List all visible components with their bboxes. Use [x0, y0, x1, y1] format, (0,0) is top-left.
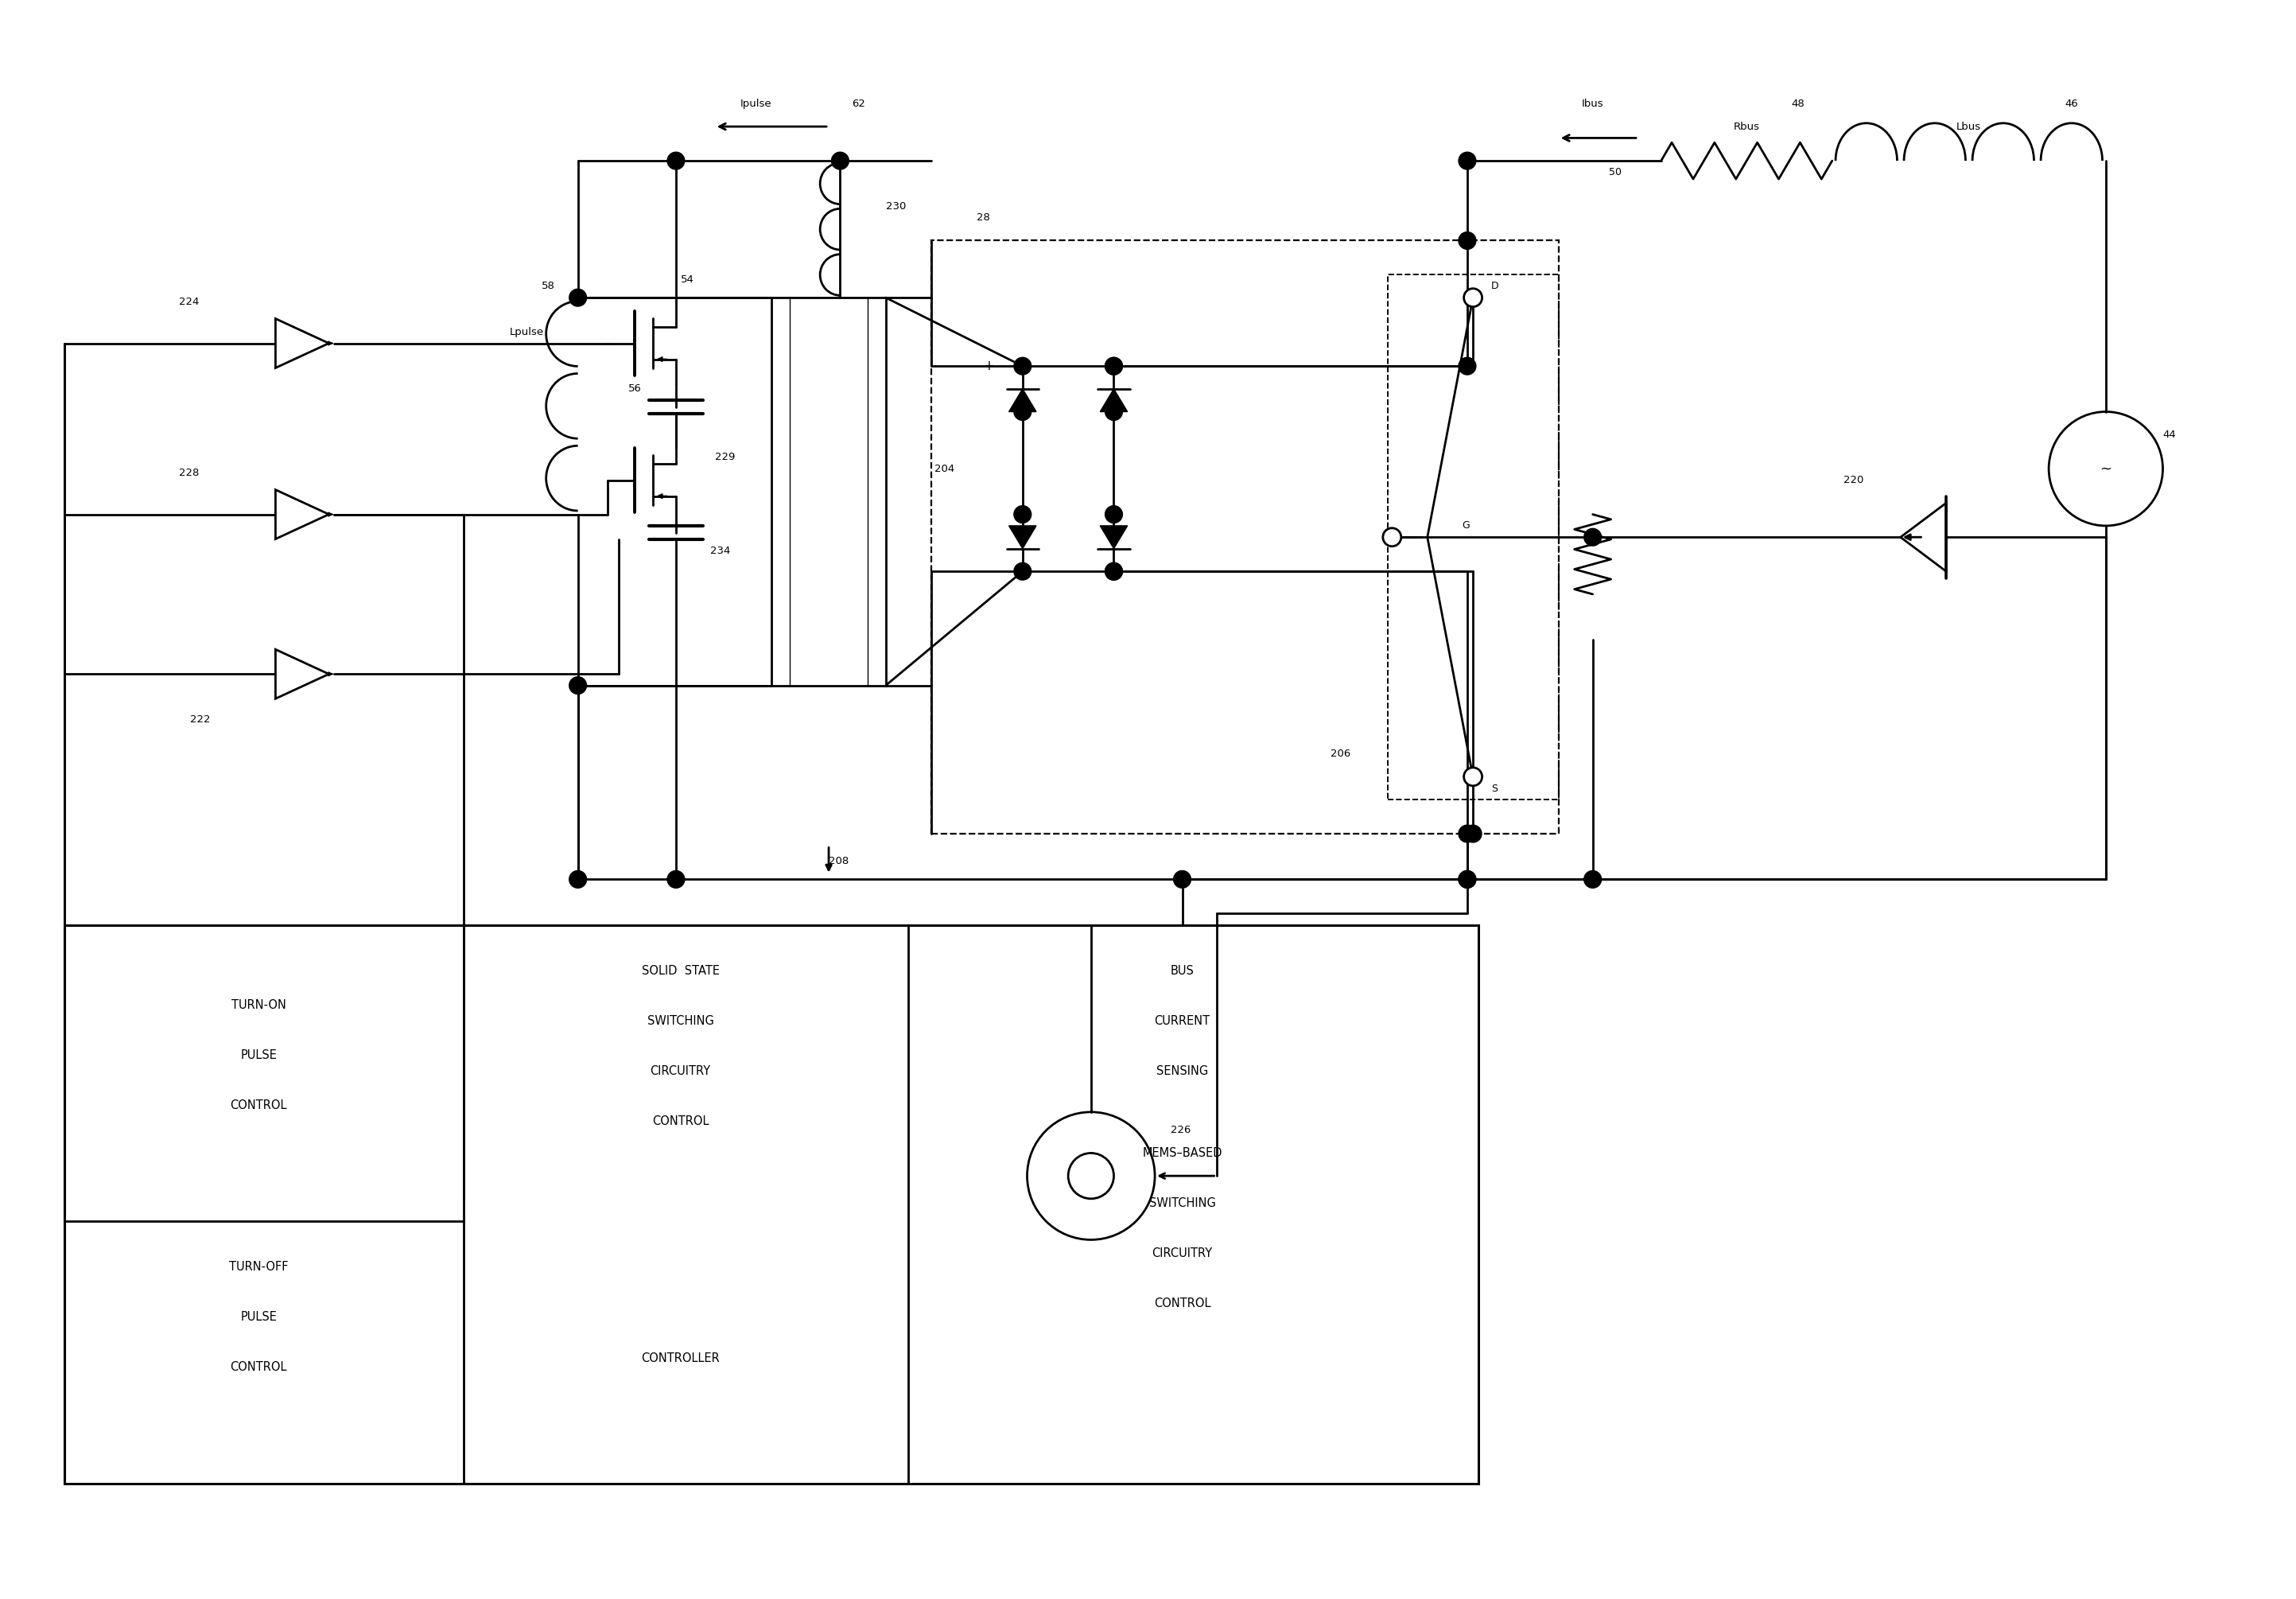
Text: 220: 220	[1844, 475, 1864, 486]
Circle shape	[1458, 825, 1476, 843]
Circle shape	[1173, 871, 1192, 887]
Text: CIRCUITRY: CIRCUITRY	[1153, 1247, 1212, 1260]
Circle shape	[1584, 871, 1600, 887]
Circle shape	[668, 152, 684, 169]
Circle shape	[1458, 152, 1476, 169]
Text: Rbus: Rbus	[1733, 122, 1759, 131]
Text: Lbus: Lbus	[1956, 122, 1981, 131]
Polygon shape	[1008, 526, 1035, 548]
Text: PULSE: PULSE	[241, 1311, 278, 1324]
Text: BUS: BUS	[1171, 964, 1194, 977]
Text: ~: ~	[2101, 462, 2112, 477]
Text: G: G	[1463, 520, 1469, 531]
Text: 50: 50	[1609, 166, 1621, 177]
Text: D: D	[1490, 280, 1499, 291]
Text: PULSE: PULSE	[241, 1049, 278, 1062]
Text: TURN-ON: TURN-ON	[232, 999, 287, 1011]
Text: 56: 56	[629, 384, 643, 393]
Circle shape	[1104, 403, 1123, 421]
Text: 204: 204	[934, 464, 955, 473]
Circle shape	[1104, 358, 1123, 374]
Circle shape	[1458, 871, 1476, 887]
Text: 46: 46	[2064, 99, 2078, 109]
Circle shape	[1015, 563, 1031, 580]
Text: 206: 206	[1329, 748, 1350, 760]
Text: CONTROL: CONTROL	[230, 1099, 287, 1111]
Text: 44: 44	[2163, 430, 2177, 440]
Circle shape	[1458, 871, 1476, 887]
Text: 48: 48	[1791, 99, 1805, 109]
Text: CONTROL: CONTROL	[652, 1115, 709, 1127]
Circle shape	[1104, 505, 1123, 523]
Circle shape	[1015, 505, 1031, 523]
Text: SOLID  STATE: SOLID STATE	[641, 964, 719, 977]
Text: +: +	[983, 358, 994, 373]
Circle shape	[1382, 528, 1401, 547]
Text: TURN-OFF: TURN-OFF	[230, 1262, 289, 1273]
Circle shape	[668, 871, 684, 887]
Circle shape	[1458, 358, 1476, 374]
Text: CONTROL: CONTROL	[1155, 1298, 1210, 1310]
Text: 62: 62	[852, 99, 866, 109]
Text: 208: 208	[829, 855, 850, 867]
Circle shape	[1465, 768, 1483, 785]
Text: MEMS–BASED: MEMS–BASED	[1141, 1146, 1221, 1159]
Text: Lpulse: Lpulse	[510, 326, 544, 337]
Text: 222: 222	[191, 715, 211, 724]
Polygon shape	[1100, 526, 1127, 548]
Circle shape	[569, 676, 585, 694]
Circle shape	[1015, 403, 1031, 421]
Text: Ibus: Ibus	[1582, 99, 1603, 109]
Circle shape	[1015, 358, 1031, 374]
Text: 228: 228	[179, 469, 200, 478]
Text: S: S	[1490, 784, 1497, 793]
Text: Ipulse: Ipulse	[739, 99, 771, 109]
Polygon shape	[1008, 389, 1035, 411]
Circle shape	[1465, 825, 1481, 843]
Circle shape	[1104, 563, 1123, 580]
Text: CIRCUITRY: CIRCUITRY	[650, 1065, 712, 1076]
Text: SWITCHING: SWITCHING	[647, 1015, 714, 1027]
Text: 58: 58	[542, 281, 556, 291]
Text: CONTROLLER: CONTROLLER	[641, 1353, 719, 1364]
Text: 54: 54	[680, 275, 693, 285]
Circle shape	[831, 152, 850, 169]
Text: 234: 234	[709, 545, 730, 556]
Text: SENSING: SENSING	[1157, 1065, 1208, 1076]
Text: 226: 226	[1171, 1126, 1192, 1135]
Circle shape	[569, 871, 585, 887]
Circle shape	[1104, 358, 1123, 374]
Circle shape	[1584, 529, 1600, 545]
Text: 229: 229	[714, 453, 735, 462]
Circle shape	[1104, 563, 1123, 580]
Circle shape	[1465, 288, 1483, 307]
Circle shape	[569, 289, 585, 307]
Text: 230: 230	[886, 201, 907, 211]
Text: CURRENT: CURRENT	[1155, 1015, 1210, 1027]
Circle shape	[1458, 232, 1476, 249]
Text: 28: 28	[978, 213, 990, 222]
Text: SWITCHING: SWITCHING	[1148, 1198, 1215, 1209]
Text: CONTROL: CONTROL	[230, 1361, 287, 1374]
Text: 224: 224	[179, 297, 200, 307]
Polygon shape	[1100, 389, 1127, 411]
